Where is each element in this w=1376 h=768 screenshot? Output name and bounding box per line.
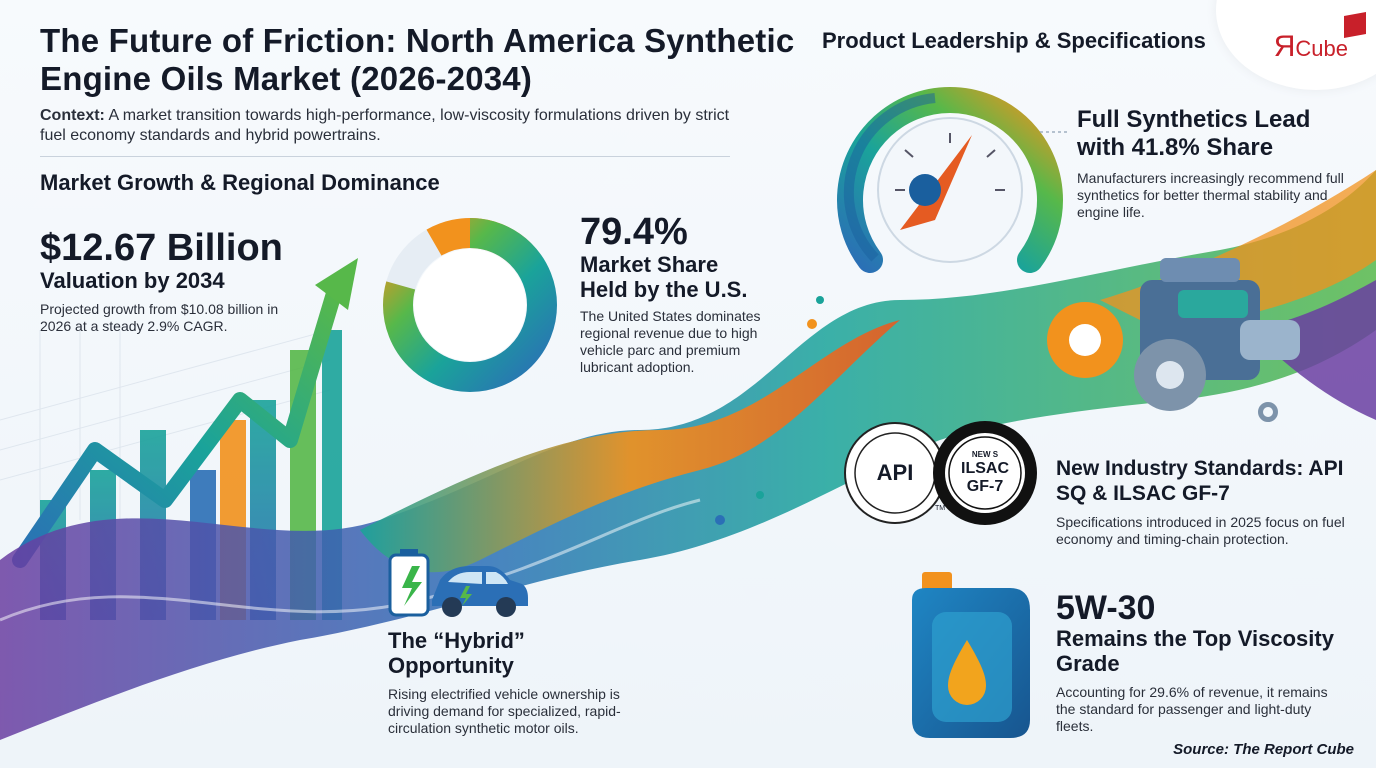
synthetics-block: Full Synthetics Lead with 41.8% Share Ma… — [1077, 106, 1347, 221]
growth-section-heading: Market Growth & Regional Dominance — [40, 170, 440, 195]
ilsac-badge-label: ILSAC — [961, 460, 1009, 477]
trend-arrow — [12, 282, 343, 568]
standards-block: New Industry Standards: API SQ & ILSAC G… — [1056, 456, 1356, 548]
valuation-label: Valuation by 2034 — [40, 268, 225, 293]
ilsac-badge — [933, 421, 1037, 525]
synthetics-heading: Full Synthetics Lead with 41.8% Share — [1077, 106, 1311, 161]
logo-text: ЯCube — [1273, 30, 1348, 63]
hybrid-text: Rising electrified vehicle ownership is … — [388, 686, 621, 736]
context-label: Context: — [40, 107, 105, 124]
share-block: 79.4% Market Share Held by the U.S. The … — [580, 212, 790, 376]
oil-jug-illustration — [912, 572, 1030, 738]
hybrid-car-illustration — [388, 549, 528, 617]
valuation-text: Projected growth from $10.08 billion in … — [40, 301, 279, 334]
viscosity-heading: Remains the Top Viscosity Grade — [1056, 626, 1334, 676]
viscosity-text: Accounting for 29.6% of revenue, it rema… — [1056, 684, 1328, 734]
valuation-value: $12.67 Billion — [40, 227, 283, 269]
share-text: The United States dominates regional rev… — [580, 308, 761, 375]
viscosity-block: 5W-30 Remains the Top Viscosity Grade Ac… — [1056, 590, 1336, 735]
valuation-block: $12.67 Billion Valuation by 2034 Project… — [40, 228, 330, 335]
api-badge-tm: TM — [934, 505, 946, 512]
page-title: The Future of Friction: North America Sy… — [40, 22, 795, 97]
viscosity-value: 5W-30 — [1056, 589, 1156, 627]
engine-illustration — [1047, 258, 1300, 422]
brand-logo[interactable]: ЯCube — [1216, 0, 1376, 90]
api-badge-label: API — [876, 460, 914, 485]
context-text: A market transition towards high-perform… — [40, 107, 730, 144]
product-section-heading: Product Leadership & Specifications — [822, 28, 1206, 53]
hybrid-block: The “Hybrid” Opportunity Rising electrif… — [388, 628, 648, 737]
gauge-illustration — [837, 87, 1063, 273]
standards-heading: New Industry Standards: API SQ & ILSAC G… — [1056, 457, 1344, 505]
oil-wave-accent — [360, 320, 900, 573]
standards-text: Specifications introduced in 2025 focus … — [1056, 514, 1345, 547]
synthetics-text: Manufacturers increasingly recommend ful… — [1077, 170, 1344, 220]
share-donut — [383, 218, 557, 392]
ilsac-badge-new: NEW S — [971, 450, 999, 459]
context-paragraph: Context: A market transition towards hig… — [40, 106, 740, 146]
divider — [40, 156, 730, 157]
share-label: Market Share Held by the U.S. — [580, 252, 748, 302]
hybrid-heading: The “Hybrid” Opportunity — [388, 628, 525, 678]
share-value: 79.4% — [580, 211, 688, 253]
ilsac-badge-grade: GF-7 — [966, 478, 1004, 495]
source-credit: Source: The Report Cube — [1173, 741, 1354, 758]
